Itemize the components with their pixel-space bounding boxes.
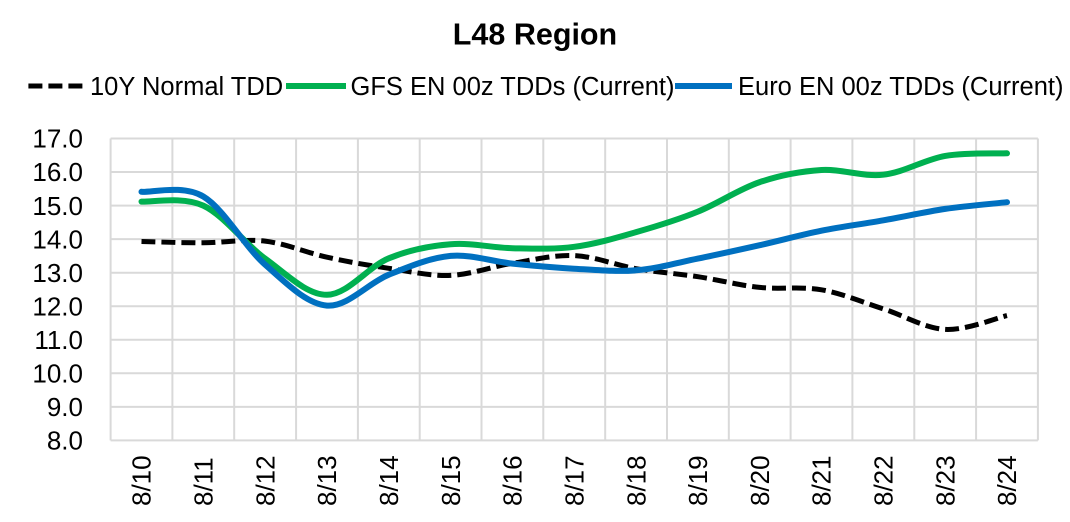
svg-text:8/11: 8/11 [189,457,219,506]
svg-text:L48 Region: L48 Region [453,18,617,52]
svg-text:8/19: 8/19 [683,455,713,506]
svg-text:8/16: 8/16 [498,455,528,506]
svg-text:9.0: 9.0 [47,392,83,422]
svg-text:8/14: 8/14 [374,455,404,506]
svg-text:8/15: 8/15 [436,455,466,506]
svg-text:16.0: 16.0 [32,157,83,187]
svg-text:8/20: 8/20 [745,455,775,506]
svg-text:10.0: 10.0 [32,359,83,389]
svg-text:8/24: 8/24 [992,455,1022,506]
svg-text:8.0: 8.0 [47,426,83,456]
svg-text:8/13: 8/13 [312,455,342,506]
svg-text:8/22: 8/22 [869,455,899,506]
svg-text:8/12: 8/12 [250,455,280,506]
svg-text:GFS EN 00z TDDs (Current): GFS EN 00z TDDs (Current) [351,73,675,101]
svg-text:8/21: 8/21 [807,455,837,506]
svg-text:12.0: 12.0 [32,291,83,321]
svg-text:13.0: 13.0 [32,258,83,288]
svg-text:14.0: 14.0 [32,224,83,254]
svg-text:15.0: 15.0 [32,191,83,221]
svg-text:8/18: 8/18 [621,455,651,506]
svg-text:8/17: 8/17 [560,455,590,506]
svg-text:Euro EN 00z TDDs (Current): Euro EN 00z TDDs (Current) [738,73,1063,101]
svg-text:11.0: 11.0 [34,325,83,355]
svg-text:17.0: 17.0 [32,124,83,154]
svg-text:8/10: 8/10 [127,455,157,506]
svg-text:10Y Normal TDD: 10Y Normal TDD [90,73,283,101]
svg-text:8/23: 8/23 [930,455,960,506]
